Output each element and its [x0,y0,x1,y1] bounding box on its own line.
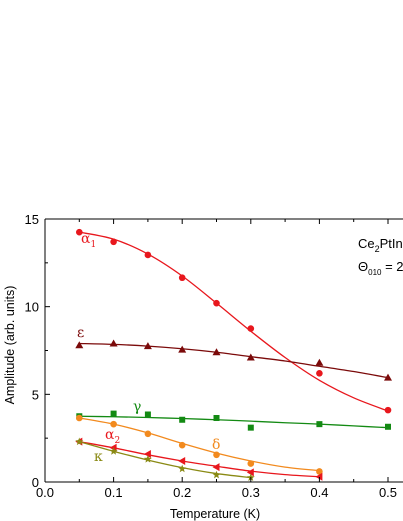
data-point [178,441,186,449]
x-tick-label: 0.3 [242,485,260,500]
series-1 [75,339,392,381]
data-point [315,472,323,481]
data-point [384,406,392,414]
data-point [213,451,220,459]
data-point [247,460,255,467]
plot-area [75,228,392,482]
data-point [109,443,117,452]
data-point [109,447,118,455]
data-point [143,449,151,458]
label-alpha1: α1 [81,231,96,250]
x-axis-label: Temperature (K) [170,507,260,521]
x-tick-label: 0.4 [310,485,328,500]
label-epsilon: ε [77,325,84,341]
data-point [212,470,221,479]
data-point [178,456,186,465]
theta-angle: Θ010 = 2 [358,259,403,277]
data-point [76,414,83,422]
data-point [316,421,323,428]
x-tick-label: 0.2 [173,485,191,500]
data-point [109,339,118,347]
label-delta: δ [212,437,220,453]
x-tick-label: 0.5 [379,485,397,500]
label-gamma: γ [133,399,141,415]
data-point [246,468,254,477]
data-point [384,373,392,381]
data-point [246,353,255,361]
series-2 [76,410,391,431]
data-point [143,455,152,463]
data-point [213,415,220,422]
y-tick-label: 15 [25,212,39,227]
y-tick-label: 5 [32,387,39,402]
x-tick-label: 0.0 [36,485,54,500]
data-point [178,464,187,473]
y-axis-label: Amplitude (arb. units) [3,286,17,405]
data-point [247,325,255,332]
data-point [178,345,187,353]
compound-formula: Ce2PtIn [358,236,403,254]
data-point [110,410,117,417]
axes: 0.0 0.1 0.2 0.3 0.4 0.5 0 5 10 15 [25,212,403,500]
fit-line [79,415,389,429]
data-point [315,358,324,366]
series-0 [76,228,392,414]
data-point [143,342,152,350]
data-point [212,348,221,356]
data-point [247,424,254,431]
data-point [76,228,83,236]
data-point [179,416,186,423]
data-point [75,437,84,446]
label-alpha2: α2 [105,427,120,446]
data-point [212,463,220,472]
data-point [144,430,152,438]
label-kappa: κ [94,449,103,465]
series-4 [75,437,323,481]
data-point [110,420,117,428]
y-tick-label: 0 [32,475,39,490]
data-point [144,411,151,418]
data-point [75,341,84,349]
data-point [316,468,323,475]
y-tick-label: 10 [25,300,39,315]
data-point [213,299,220,307]
series-3 [76,414,323,475]
data-point [110,238,117,246]
data-point [385,423,391,430]
data-point [144,251,152,259]
data-point [178,274,186,282]
fit-line [79,342,389,379]
data-point [316,369,323,377]
fit-line [79,441,251,479]
x-tick-label: 0.1 [105,485,123,500]
fit-line [79,231,389,412]
